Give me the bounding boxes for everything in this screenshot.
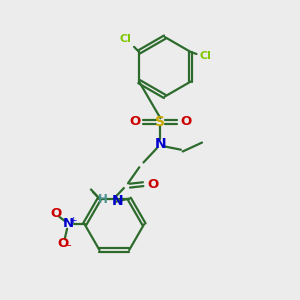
Text: O: O xyxy=(50,207,61,220)
Text: N: N xyxy=(63,217,74,230)
Text: H: H xyxy=(98,193,108,206)
Text: O: O xyxy=(148,178,159,191)
Text: O: O xyxy=(181,115,192,128)
Text: O: O xyxy=(129,115,140,128)
Text: O: O xyxy=(57,237,68,250)
Text: N: N xyxy=(154,137,166,151)
Text: Cl: Cl xyxy=(200,51,211,61)
Text: S: S xyxy=(155,115,165,129)
Text: +: + xyxy=(69,216,76,225)
Text: Cl: Cl xyxy=(119,34,131,44)
Text: N: N xyxy=(112,194,124,208)
Text: −: − xyxy=(64,241,72,251)
